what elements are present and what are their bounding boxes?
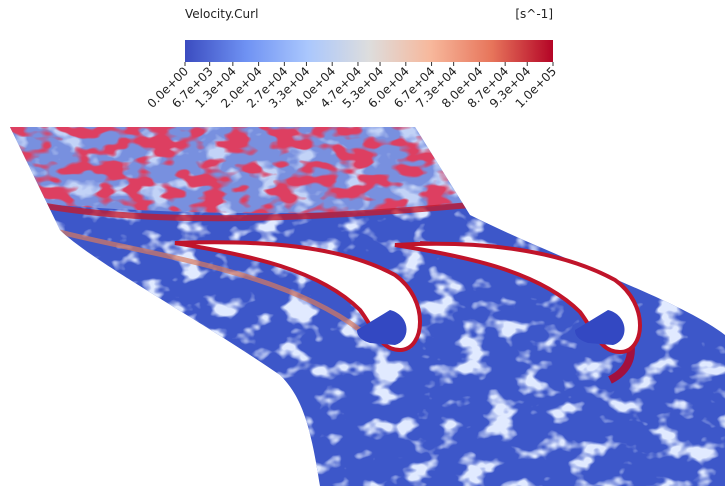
visualization: Velocity.Curl [s^-1] 0.0e+006.7e+031.3e+… [0, 0, 725, 486]
colorbar [185, 40, 553, 62]
colorbar-title: Velocity.Curl [185, 7, 258, 21]
colorbar-unit: [s^-1] [515, 7, 553, 21]
colorbar-ticks: 0.0e+006.7e+031.3e+042.0e+042.7e+043.3e+… [145, 62, 560, 111]
page: Velocity.Curl [s^-1] 0.0e+006.7e+031.3e+… [0, 0, 725, 486]
